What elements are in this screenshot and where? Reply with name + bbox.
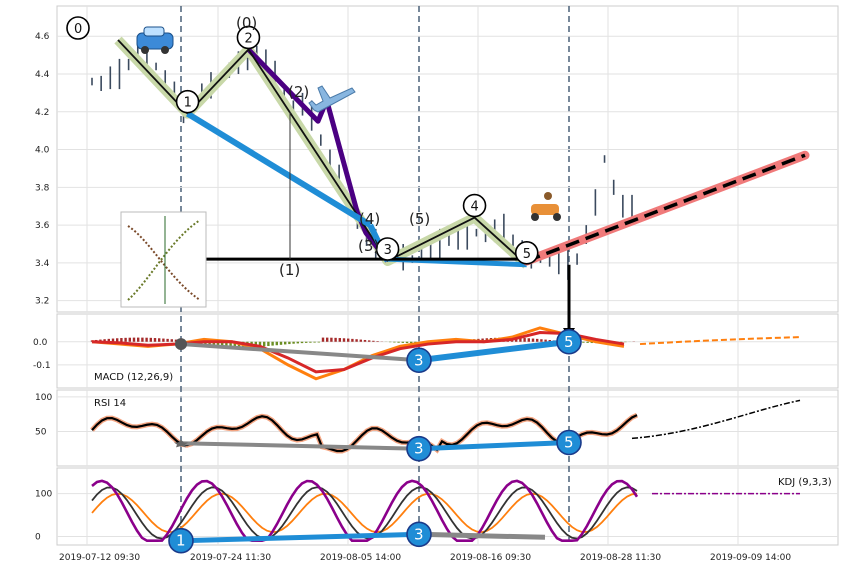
y-tick-price-0: 3.2 [35, 297, 49, 307]
rsi-forecast-line [631, 399, 801, 440]
airplane-icon [308, 85, 356, 113]
macd-divergence-dot [175, 338, 187, 351]
rsi-marker-1-circle [556, 429, 582, 456]
rsi-panel-label: RSI 14 [94, 398, 126, 409]
plots-layer: 0 1 2 3 4 5 (0) (1) (2) (4) (3) (5) MACD (12,26,9) RS… [66, 14, 832, 554]
macd-marker-1-label: 5 [564, 333, 574, 351]
y-tick-price-5: 4.2 [35, 108, 49, 118]
wave-point-circle-5 [514, 240, 539, 265]
macd-divergence-blue [418, 338, 570, 364]
x-tick-label-4: 2019-08-28 11:30 [580, 553, 661, 563]
macd-panel-label: MACD (12,26,9) [94, 372, 173, 383]
wave-label-0: (0) [236, 14, 257, 32]
wave-label-2: (2) [288, 83, 309, 101]
wave-point-label-0: 0 [74, 22, 82, 37]
car-wheel-icon-0 [141, 46, 149, 54]
rsi-divergence-gray [180, 441, 420, 451]
y-tick-rsi-0: 100 [35, 393, 52, 403]
forecast-dashed [526, 153, 806, 263]
rsi-marker-0-circle [406, 435, 432, 462]
panel-macd [56, 313, 839, 389]
x-tick-label-0: 2019-07-12 09:30 [59, 553, 140, 563]
panel-rsi [56, 389, 839, 467]
wave-point-circle-4 [462, 193, 487, 218]
wave-impulse-purple [246, 47, 390, 263]
macd-marker-0-label: 3 [414, 351, 424, 369]
y-tick-rsi-1: 50 [35, 427, 47, 437]
rsi-divergence-blue [418, 440, 570, 452]
y-tick-price-6: 4.4 [35, 70, 50, 80]
y-tick-macd-0: 0.0 [33, 338, 48, 348]
wave-point-circle-1 [175, 89, 200, 114]
wave-point-label-4: 4 [471, 200, 479, 215]
macd-divergence-gray [180, 342, 420, 363]
wave-point-label-2: 2 [244, 31, 252, 46]
wave-point-circle-3 [375, 237, 400, 261]
scooter-wheel-icon-1 [553, 213, 561, 221]
trend-blue-1 [186, 111, 372, 228]
macd-marker-0-circle [406, 347, 432, 374]
y-tick-price-1: 3.4 [35, 259, 50, 269]
wave-point-label-5: 5 [523, 247, 531, 262]
wave-label-1: (1) [279, 261, 300, 279]
y-tick-kdj-0: 100 [35, 490, 52, 500]
inset-curve-0 [127, 225, 201, 301]
kdj-marker-0-label: 1 [176, 532, 186, 550]
kdj-marker-1-label: 3 [414, 525, 424, 543]
scooter-rider-icon [544, 192, 552, 200]
wave-label-5: (5) [409, 210, 430, 228]
rsi-star-icon [174, 439, 188, 448]
car-wheel-icon-1 [161, 46, 169, 54]
car-window-icon [143, 26, 165, 37]
wave-point-label-1: 1 [184, 96, 192, 111]
y-tick-price-4: 4.0 [35, 146, 50, 156]
y-tick-price-7: 4.6 [35, 32, 50, 42]
kdj-marker-1-circle [406, 521, 432, 548]
wave-point-circle-0 [66, 16, 90, 40]
kdj-panel-label: KDJ (9,3,3) [778, 477, 832, 488]
inset-thumbnail [120, 211, 207, 308]
wave-point-label-3: 3 [384, 243, 392, 258]
macd-forecast-line [639, 336, 801, 346]
x-tick-label-1: 2019-07-24 11:30 [190, 553, 271, 563]
y-tick-price-3: 3.8 [35, 183, 50, 193]
scooter-wheel-icon-0 [531, 213, 539, 221]
rsi-marker-1-label: 5 [564, 434, 574, 452]
rsi-marker-0-label: 3 [414, 440, 424, 458]
wave-point-circle-2 [236, 25, 261, 50]
x-axis-ticks: 2019-07-12 09:30 2019-07-24 11:30 2019-08-… [33, 32, 791, 563]
y-tick-kdj-1: 0 [35, 532, 41, 542]
y-tick-price-2: 3.6 [35, 221, 50, 231]
scooter-icon [531, 204, 559, 215]
kdj-line-2 [91, 479, 639, 543]
x-tick-label-5: 2019-09-09 14:00 [710, 553, 791, 563]
kdj-divergence-blue [180, 531, 420, 544]
kdj-line-0 [91, 492, 638, 534]
macd-marker-1-circle [556, 328, 582, 355]
wave-label-3: (4) [359, 210, 380, 228]
inset-curve-1 [127, 219, 201, 301]
y-tick-macd-1: -0.1 [33, 361, 51, 371]
kdj-divergence-gray [418, 531, 546, 540]
x-tick-label-3: 2019-08-16 09:30 [450, 553, 531, 563]
x-tick-label-2: 2019-08-05 14:00 [320, 553, 401, 563]
kdj-marker-0-circle [168, 527, 194, 554]
wave-label-4: (3) [358, 237, 379, 255]
